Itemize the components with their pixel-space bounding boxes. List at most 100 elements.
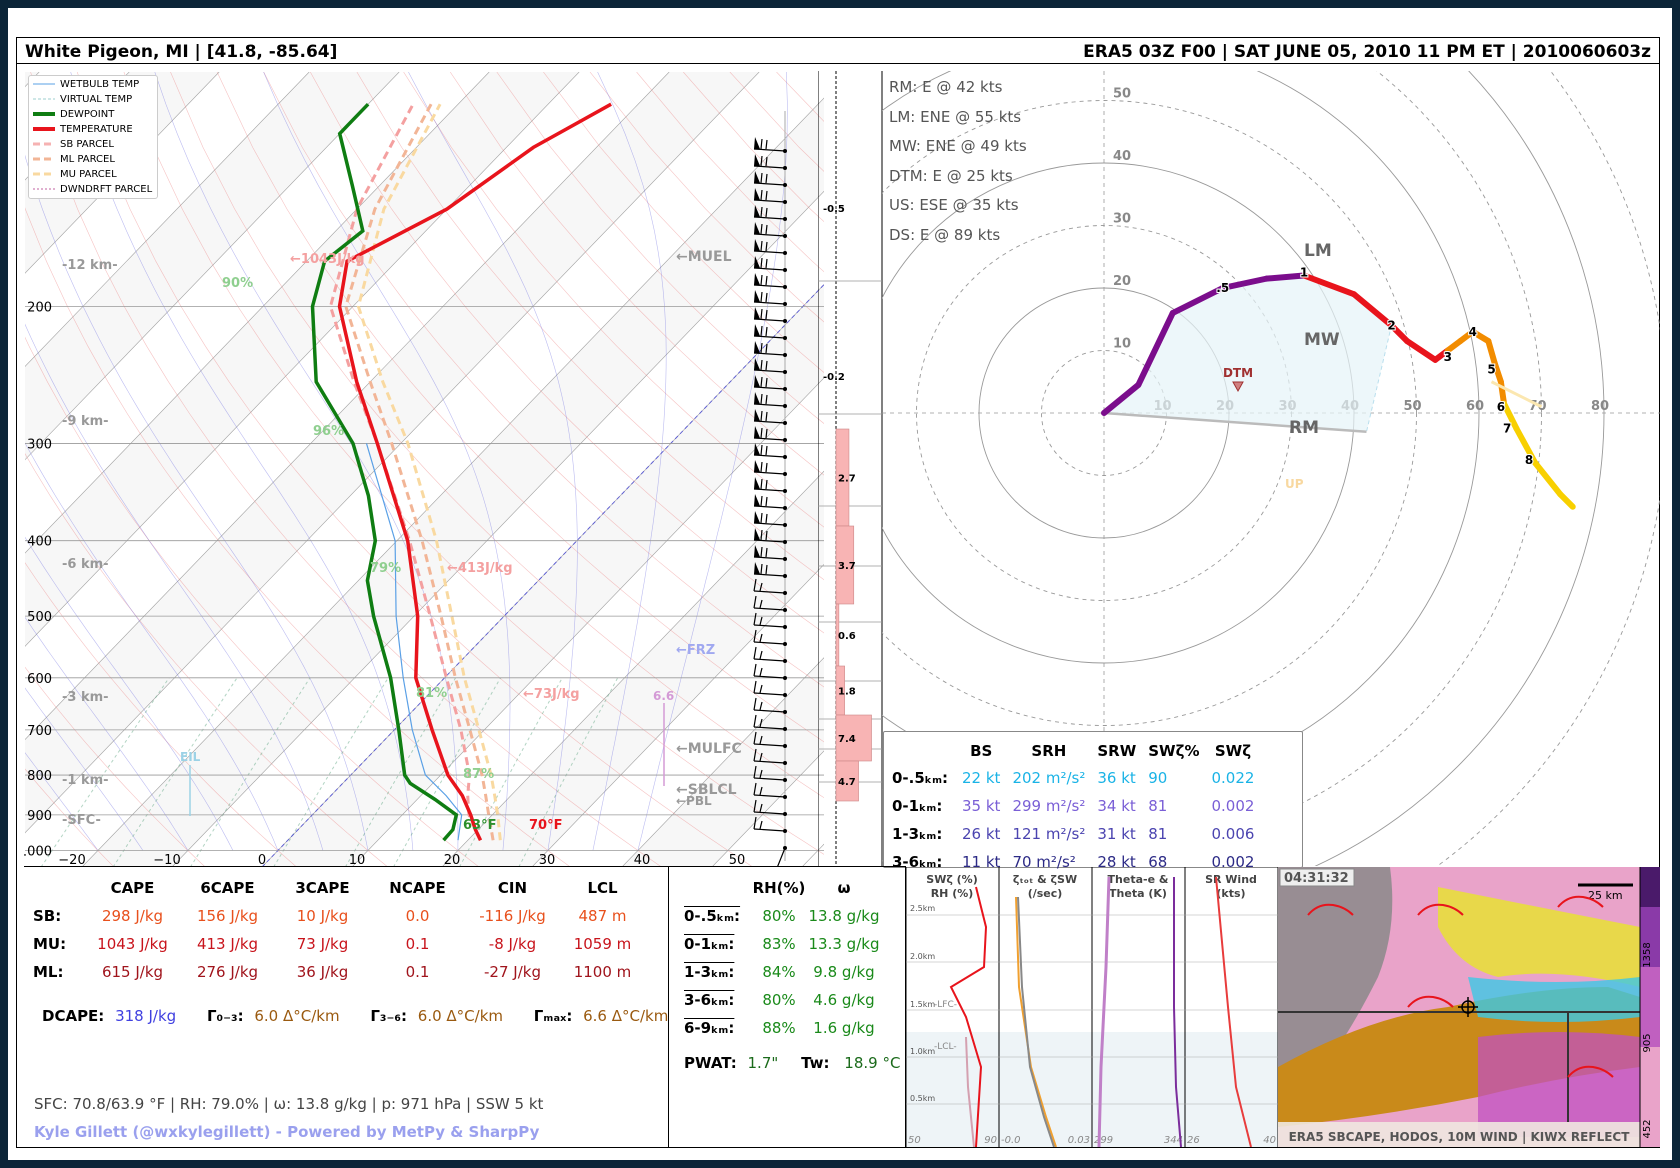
moisture-layer: 0-1ₖₘ: bbox=[684, 935, 735, 953]
barb-staff bbox=[753, 335, 786, 339]
credit-line: Kyle Gillett (@wxkylegillett) - Powered … bbox=[34, 1123, 540, 1141]
wind-barb bbox=[753, 816, 787, 833]
g36-label: Γ₃₋₆: bbox=[370, 1007, 407, 1025]
barb-staff bbox=[753, 165, 786, 169]
tw-label: Tw: bbox=[801, 1054, 830, 1072]
barb-dot bbox=[783, 676, 787, 680]
barb-flag bbox=[765, 139, 768, 150]
profile-axis-max: 0.03 bbox=[1068, 1135, 1090, 1146]
shear-bar-label: 4.7 bbox=[838, 777, 856, 788]
barb-dot bbox=[783, 574, 787, 578]
legend-entry: DWNDRFT PARCEL bbox=[32, 184, 152, 198]
barb-flag bbox=[760, 206, 763, 218]
wind-barb bbox=[753, 392, 787, 408]
kinematics-value: 35 kt bbox=[962, 797, 1001, 815]
dry-adiabat bbox=[216, 72, 824, 743]
barb-flag bbox=[760, 359, 763, 371]
profile-title: (/sec) bbox=[1028, 887, 1063, 900]
barb-flag bbox=[760, 223, 763, 235]
barb-dot bbox=[783, 608, 787, 612]
kinematics-value: 36 kt bbox=[1097, 769, 1136, 787]
moisture-layer: 3-6ₖₘ: bbox=[684, 991, 735, 1009]
map-caption: ERA5 SBCAPE, HODOS, 10M WIND | KIWX REFL… bbox=[1289, 1130, 1631, 1144]
barb-flag bbox=[765, 309, 768, 320]
colorbar-segment bbox=[1640, 1047, 1660, 1147]
storm-motion-text: RM: E @ 42 kts bbox=[889, 78, 1003, 96]
dry-adiabat bbox=[76, 72, 753, 867]
barb-flag bbox=[753, 578, 757, 592]
rh-label: 90% bbox=[222, 276, 253, 291]
thermo-panel bbox=[24, 866, 669, 1148]
dcape-value: 318 J/kg bbox=[115, 1007, 177, 1025]
pressure-tick-label: 900 bbox=[27, 809, 52, 824]
profile-height-label: 1.0km bbox=[910, 1047, 935, 1056]
hodo-ring-label-y: 40 bbox=[1113, 149, 1131, 164]
sblcl-label: ←SBLCL bbox=[676, 782, 737, 798]
legend-swatch bbox=[33, 112, 55, 116]
kinematics-value: 81 bbox=[1148, 797, 1168, 815]
barb-staff bbox=[753, 148, 786, 152]
kinematics-value: 0.002 bbox=[1211, 853, 1255, 871]
dry-adiabat bbox=[263, 72, 824, 688]
profile-panels: SWζ (%)RH (%) ζₜₒₜ & ζSW(/sec) Theta-e &Th… bbox=[906, 867, 1278, 1147]
barb-flag bbox=[765, 326, 768, 337]
moist-adiabat bbox=[25, 536, 234, 851]
barb-flag bbox=[759, 701, 763, 711]
barb-pennant bbox=[754, 443, 760, 455]
legend-entry: MU PARCEL bbox=[32, 169, 117, 183]
barb-dot bbox=[783, 455, 787, 459]
rh-label: 96% bbox=[313, 424, 344, 439]
barb-staff bbox=[753, 641, 786, 645]
wind-barb bbox=[753, 765, 787, 782]
kinematics-layer: 0-.5ₖₘ: bbox=[892, 769, 949, 787]
thermo-value: 0.1 bbox=[405, 963, 430, 981]
barb-flag bbox=[765, 445, 768, 456]
header: White Pigeon, MI | [41.8, -85.64] ERA5 0… bbox=[16, 37, 1660, 63]
barb-staff bbox=[753, 250, 786, 254]
barb-flag bbox=[760, 393, 763, 405]
barb-flag bbox=[760, 461, 763, 473]
hodo-segment bbox=[1557, 491, 1576, 510]
temp-tick-label: −10 bbox=[153, 853, 180, 868]
map-time: 04:31:32 bbox=[1284, 871, 1349, 886]
barb-flag bbox=[760, 410, 763, 422]
wind-barb bbox=[753, 494, 787, 510]
barb-staff bbox=[753, 437, 786, 441]
barb-dot bbox=[783, 149, 787, 153]
barb-flag bbox=[765, 275, 768, 286]
thermo-row: SB: 298 J/kg 156 J/kg 10 J/kg 0.0 -116 J/kg 48… bbox=[33, 902, 645, 930]
barb-staff bbox=[753, 556, 786, 560]
barb-staff bbox=[753, 216, 786, 220]
thermo-value: 36 J/kg bbox=[296, 963, 349, 981]
barb-flag bbox=[760, 444, 763, 456]
colorbar-label: 1358 bbox=[1642, 942, 1653, 967]
wind-barb bbox=[753, 171, 787, 187]
wind-barb bbox=[753, 562, 787, 578]
barb-flag bbox=[765, 394, 768, 405]
lapse-label: 6.6 bbox=[653, 689, 675, 703]
legend-entry: DEWPOINT bbox=[32, 109, 114, 123]
barb-staff bbox=[753, 811, 786, 815]
wind-barb bbox=[753, 629, 787, 646]
barb-staff bbox=[753, 352, 786, 356]
barb-staff bbox=[753, 505, 786, 509]
pressure-tick-label: 700 bbox=[27, 724, 52, 739]
swzeta-line bbox=[949, 886, 988, 1147]
dry-adiabat bbox=[449, 72, 824, 476]
dry-adiabat bbox=[25, 336, 480, 867]
reflectivity-band bbox=[1438, 887, 1640, 987]
kinematics-value: 70 m²/s² bbox=[1012, 853, 1076, 871]
wind-barb bbox=[753, 273, 787, 289]
g03-label: Γ₀₋₃: bbox=[206, 1007, 244, 1025]
barb-staff bbox=[753, 301, 786, 305]
thermo-value: -8 J/kg bbox=[488, 935, 537, 953]
hodo-ring bbox=[882, 100, 1417, 726]
barb-flag bbox=[760, 274, 763, 286]
wind-barb bbox=[753, 612, 787, 629]
dry-adiabat bbox=[25, 562, 297, 867]
hodo-segment bbox=[1501, 400, 1520, 432]
shear-bar-label: 1.8 bbox=[838, 687, 856, 698]
thermo-value: 156 J/kg bbox=[196, 907, 259, 925]
barb-staff bbox=[753, 573, 786, 577]
kinematics-value: 22 kt bbox=[962, 769, 1001, 787]
